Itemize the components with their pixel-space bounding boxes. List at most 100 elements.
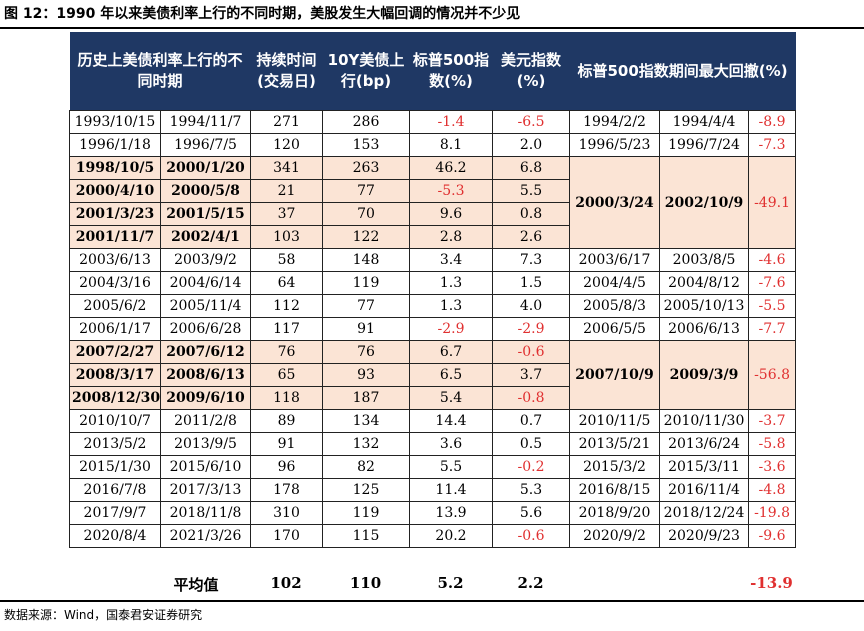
dxy-change-cell: 5.5 (492, 179, 571, 203)
dxy-change-cell: 2.6 (492, 225, 571, 249)
spx-change-cell: 5.5 (409, 455, 494, 479)
dxy-change-cell: 0.7 (492, 409, 571, 433)
dxy-change-cell: 7.3 (492, 248, 571, 272)
duration-cell: 103 (250, 225, 324, 249)
average-max-drawdown: -13.9 (750, 574, 793, 592)
duration-cell: 58 (250, 248, 324, 272)
max-drawdown-cell: -4.6 (748, 248, 797, 272)
table-row: 2017/9/7 2018/11/8 310 119 13.9 5.6 2018/9/20 2… (69, 501, 797, 525)
title-rule (0, 27, 864, 29)
duration-cell: 37 (250, 202, 324, 226)
drawdown-end-cell: 2018/12/24 (659, 501, 750, 525)
drawdown-end-cell: 1994/4/4 (659, 110, 750, 134)
table-row: 1993/10/15 1994/11/7 271 286 -1.4 -6.5 1994/2/… (69, 110, 797, 134)
table-header-row: 历史上美债利率上行的不同时期 持续时间(交易日) 10Y美债上行(bp) 标普5… (69, 32, 796, 111)
table-row: 2006/1/17 2006/6/28 117 91 -2.9 -2.9 2006/5/5 2… (69, 317, 797, 341)
dxy-change-cell: -0.2 (492, 455, 571, 479)
start-date-cell: 2004/3/16 (69, 271, 161, 295)
source-rule (0, 600, 864, 602)
table-row: 2003/6/13 2003/9/2 58 148 3.4 7.3 2003/6/17 200… (69, 248, 797, 272)
duration-cell: 310 (250, 501, 324, 525)
max-drawdown-cell: -19.8 (748, 501, 797, 525)
yield-rise-cell: 77 (322, 179, 411, 203)
start-date-cell: 2003/6/13 (69, 248, 161, 272)
max-drawdown-cell: -56.8 (748, 340, 797, 410)
drawdown-start-cell: 2016/8/15 (569, 478, 661, 502)
max-drawdown-cell: -9.6 (748, 524, 797, 548)
drawdown-end-cell: 2005/10/13 (659, 294, 750, 318)
spx-change-cell: 9.6 (409, 202, 494, 226)
dxy-change-cell: -0.6 (492, 340, 571, 364)
dxy-change-cell: -2.9 (492, 317, 571, 341)
start-date-cell: 2000/4/10 (69, 179, 161, 203)
rate-rise-table: 历史上美债利率上行的不同时期 持续时间(交易日) 10Y美债上行(bp) 标普5… (69, 32, 797, 548)
yield-rise-cell: 132 (322, 432, 411, 456)
max-drawdown-cell: -4.8 (748, 478, 797, 502)
duration-cell: 112 (250, 294, 324, 318)
drawdown-end-cell: 1996/7/24 (659, 133, 750, 157)
drawdown-start-cell: 2013/5/21 (569, 432, 661, 456)
duration-cell: 76 (250, 340, 324, 364)
average-label: 平均值 (173, 576, 219, 594)
yield-rise-cell: 70 (322, 202, 411, 226)
start-date-cell: 2001/3/23 (69, 202, 161, 226)
end-date-cell: 2008/6/13 (159, 363, 252, 387)
table-row: 2020/8/4 2021/3/26 170 115 20.2 -0.6 2020/9/2 2… (69, 524, 797, 548)
duration-cell: 91 (250, 432, 324, 456)
dxy-change-cell: 0.5 (492, 432, 571, 456)
yield-rise-cell: 187 (322, 386, 411, 410)
spx-change-cell: 1.3 (409, 294, 494, 318)
max-drawdown-cell: -8.9 (748, 110, 797, 134)
duration-cell: 170 (250, 524, 324, 548)
drawdown-start-cell: 2006/5/5 (569, 317, 661, 341)
end-date-cell: 2009/6/10 (159, 386, 252, 410)
drawdown-start-cell: 2018/9/20 (569, 501, 661, 525)
yield-rise-cell: 82 (322, 455, 411, 479)
table-row: 1998/10/5 2000/1/20 341 263 46.2 6.8 2000/3/24… (69, 156, 797, 249)
yield-rise-cell: 91 (322, 317, 411, 341)
start-date-cell: 1996/1/18 (69, 133, 161, 157)
start-date-cell: 2020/8/4 (69, 524, 161, 548)
spx-change-cell: 5.4 (409, 386, 494, 410)
average-spx: 5.2 (437, 574, 464, 592)
dxy-change-cell: 3.7 (492, 363, 571, 387)
table-row: 2001/11/7 2002/4/1 103 122 2.8 2.6 (69, 225, 796, 249)
duration-cell: 118 (250, 386, 324, 410)
header-duration: 持续时间(交易日) (250, 32, 323, 111)
start-date-cell: 2010/10/7 (69, 409, 161, 433)
table-row: 2001/3/23 2001/5/15 37 70 9.6 0.8 (69, 202, 796, 226)
end-date-cell: 2021/3/26 (159, 524, 252, 548)
start-date-cell: 2016/7/8 (69, 478, 161, 502)
drawdown-start-cell: 2010/11/5 (569, 409, 661, 433)
table-row: 2008/3/17 2008/6/13 65 93 6.5 3.7 (69, 363, 796, 387)
table-row: 2013/5/2 2013/9/5 91 132 3.6 0.5 2013/5/21 2013… (69, 432, 797, 456)
table-row: 2015/1/30 2015/6/10 96 82 5.5 -0.2 2015/3/2 201… (69, 455, 797, 479)
yield-rise-cell: 134 (322, 409, 411, 433)
dxy-change-cell: -0.6 (492, 524, 571, 548)
dxy-change-cell: 5.3 (492, 478, 571, 502)
header-spx: 标普500指数(%) (409, 32, 493, 111)
drawdown-end-cell: 2013/6/24 (659, 432, 750, 456)
spx-change-cell: 20.2 (409, 524, 494, 548)
spx-change-cell: 6.7 (409, 340, 494, 364)
drawdown-end-cell: 2004/8/12 (659, 271, 750, 295)
drawdown-start-cell: 2000/3/24 (569, 156, 661, 249)
source-note: 数据来源：Wind，国泰君安证券研究 (4, 608, 203, 622)
yield-rise-cell: 125 (322, 478, 411, 502)
drawdown-end-cell: 2016/11/4 (659, 478, 750, 502)
table-row: 2008/12/30 2009/6/10 118 187 5.4 -0.8 (69, 386, 796, 410)
spx-change-cell: -2.9 (409, 317, 494, 341)
table-row: 2007/2/27 2007/6/12 76 76 6.7 -0.6 2007/10/9 20… (69, 340, 797, 410)
duration-cell: 178 (250, 478, 324, 502)
table-row: 1996/1/18 1996/7/5 120 153 8.1 2.0 1996/5/23 19… (69, 133, 797, 157)
spx-change-cell: 8.1 (409, 133, 494, 157)
yield-rise-cell: 119 (322, 501, 411, 525)
drawdown-start-cell: 1994/2/2 (569, 110, 661, 134)
duration-cell: 120 (250, 133, 324, 157)
max-drawdown-cell: -5.8 (748, 432, 797, 456)
end-date-cell: 2017/3/13 (159, 478, 252, 502)
drawdown-start-cell: 2020/9/2 (569, 524, 661, 548)
end-date-cell: 2013/9/5 (159, 432, 252, 456)
dxy-change-cell: 5.6 (492, 501, 571, 525)
end-date-cell: 2006/6/28 (159, 317, 252, 341)
